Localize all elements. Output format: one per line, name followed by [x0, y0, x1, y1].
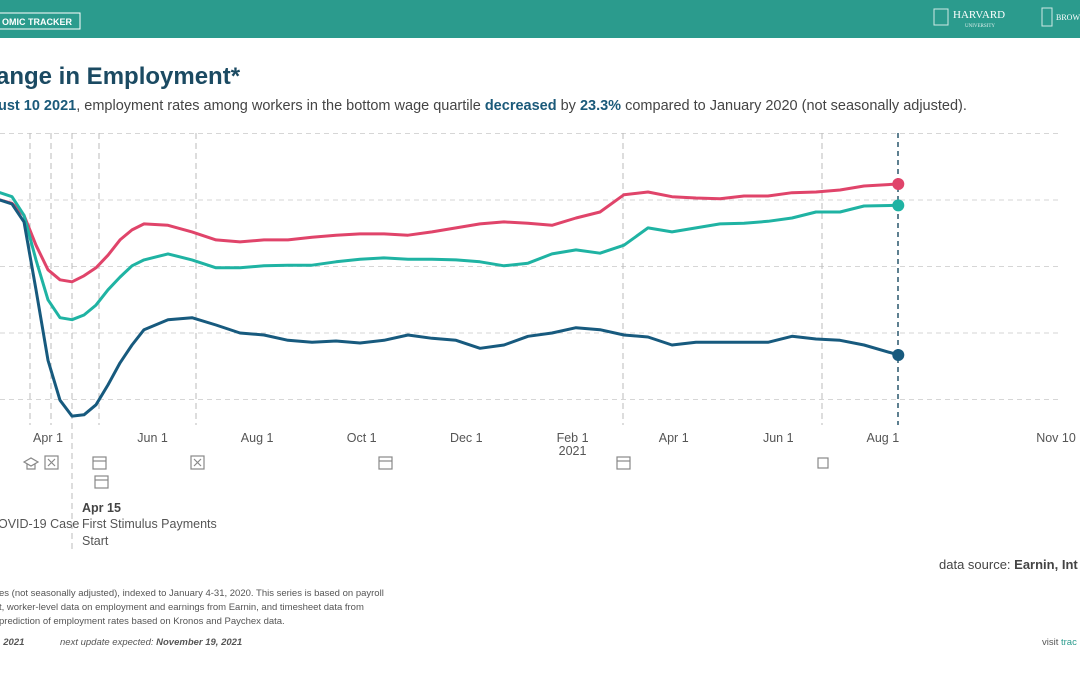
x-tick-label: Dec 1 [450, 431, 483, 445]
source: data source: Earnin, Int [939, 557, 1078, 572]
chart-title: ange in Employment* [0, 63, 241, 90]
partner-sub: UNIVERSITY [965, 24, 995, 29]
icon-close [190, 455, 205, 470]
annotation: OVID-19 Case [0, 517, 79, 531]
harvard-shield [933, 8, 949, 26]
source-name: Earnin, Int [1014, 557, 1078, 572]
subtitle-part: , employment rates among workers in the … [76, 98, 485, 114]
brand-box [0, 12, 81, 30]
subtitle-part: by [557, 98, 580, 114]
icon-store [92, 456, 107, 470]
icon-close-x [47, 458, 56, 467]
icon-close [44, 455, 59, 470]
end-point [892, 199, 905, 212]
brown-shield [1041, 7, 1053, 27]
note: es (not seasonally adjusted), indexed to… [0, 588, 384, 599]
event-lines [29, 133, 823, 552]
brand: OMIC TRACKER [2, 17, 72, 27]
partner-name: HARVARD [953, 9, 1005, 21]
source-prefix: data source: [939, 557, 1014, 572]
x-tick-label: Oct 1 [347, 431, 377, 445]
annotation: First Stimulus Payments [82, 517, 217, 531]
series-line [0, 182, 900, 284]
visit: visit [1042, 637, 1061, 648]
icon-store [94, 475, 109, 489]
header-bar [0, 0, 1080, 38]
end-point [892, 178, 905, 191]
x-tick-label: Aug 1 [241, 431, 274, 445]
subtitle-part: compared to January 2020 (not seasonally… [621, 98, 967, 114]
x-tick-label: Apr 1 [659, 431, 689, 445]
link[interactable]: trac [1061, 637, 1077, 648]
next-date: November 19, 2021 [156, 637, 242, 648]
footer: , 2021 next update expected: November 19,… [0, 637, 242, 648]
subtitle-part: 23.3% [580, 98, 621, 114]
icon-store [616, 456, 631, 470]
event-icons [22, 455, 829, 489]
chart-subtitle: ust 10 2021, employment rates among work… [0, 98, 967, 114]
x-tick-label: Feb 1 [557, 431, 589, 445]
end-point [892, 348, 905, 361]
next-label: next update expected: [60, 637, 156, 648]
icon-square [817, 457, 829, 469]
subtitle-part: decreased [485, 98, 557, 114]
icon-school [22, 457, 40, 470]
partner-name: BROW [1056, 13, 1080, 22]
note: prediction of employment rates based on … [0, 616, 285, 627]
series-line [0, 191, 900, 322]
footer-link: visit trac [1042, 637, 1077, 648]
note: t, worker-level data on employment and e… [0, 602, 364, 613]
subtitle-part: ust 10 2021 [0, 98, 76, 114]
annotation: Apr 15 [82, 501, 121, 515]
series-line [0, 198, 900, 418]
x-tick-label: Nov 10 [1036, 431, 1076, 445]
annotation: Start [82, 534, 109, 548]
icon-store [378, 456, 393, 470]
x-tick-label: Apr 1 [33, 431, 63, 445]
x-tick-label: Jun 1 [137, 431, 168, 445]
x-tick-label: Aug 1 [867, 431, 900, 445]
x-tick-sublabel: 2021 [559, 444, 587, 458]
x-tick-label: Jun 1 [763, 431, 794, 445]
icon-close-x [193, 458, 202, 467]
updated: , 2021 [0, 637, 24, 648]
